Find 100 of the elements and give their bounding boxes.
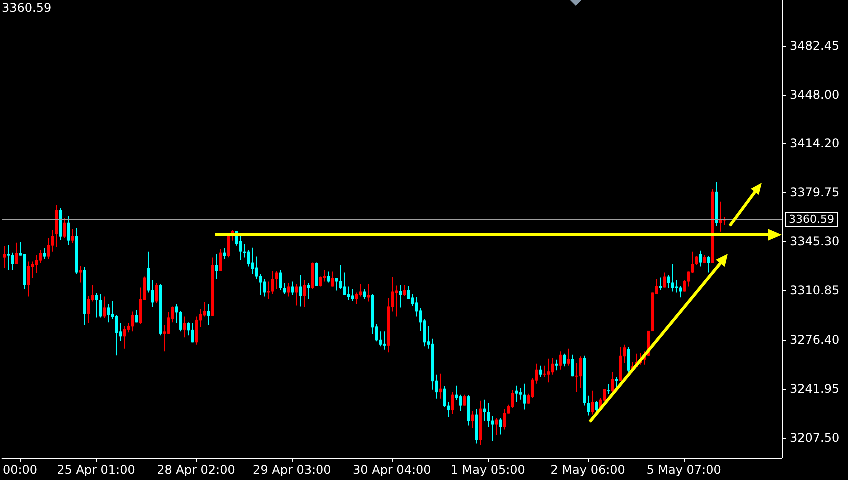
candlestick [611,372,614,394]
candlestick [675,280,678,294]
candlestick [563,353,566,368]
candlestick [591,390,594,416]
candlestick [103,296,106,319]
candlestick [291,281,294,296]
candlestick [263,278,266,298]
candlestick [7,244,10,271]
x-tick-label: 5 May 07:00 [646,463,722,477]
candlestick [567,348,570,366]
y-tick-label: 3345.30 [790,234,840,249]
candlestick [283,282,286,295]
y-tick-label: 3310.85 [790,284,840,298]
candlestick [87,296,90,324]
candlestick [195,316,198,346]
candlestick [571,354,574,378]
candlestick [287,282,290,298]
candlestick [615,376,618,390]
y-tick-label: 3241.95 [790,382,840,396]
candlestick [383,331,386,350]
y-tick-label: 3379.75 [790,185,840,200]
candlestick [135,309,138,324]
candlestick [35,254,38,274]
candlestick [355,292,358,305]
candlestick [587,395,590,416]
candlestick [215,254,218,280]
candlestick [359,284,362,298]
candlestick [395,285,398,318]
candlestick [547,358,550,384]
candlestick [295,284,298,306]
candlestick [191,322,194,344]
candlestick [219,248,222,272]
candlestick [131,311,134,332]
candlestick [123,325,126,350]
candlestick [167,312,170,334]
candlestick [539,365,542,378]
candlestick [275,270,278,290]
candlestick [335,278,338,292]
candlestick [39,250,42,264]
y-tick-label: 3482.45 [790,38,840,53]
candlestick [559,351,562,370]
candlestick [403,284,406,297]
candlestick [671,264,674,292]
ref-line-label: 3360.59 [789,213,834,226]
candlestick [3,246,6,269]
candlestick [679,286,682,298]
candlestick [439,373,442,400]
candlestick [115,314,118,356]
candlestick [279,270,282,291]
candlestick [367,284,370,302]
candlestick [307,282,310,300]
candlestick [471,411,474,429]
candlestick [203,302,206,318]
candlestick [303,280,306,308]
candlestick [155,282,158,304]
candlestick [519,388,522,400]
candlestick [451,392,454,415]
candlestick [483,399,486,422]
x-tick-label: 28 Apr 02:00 [157,463,236,477]
candlestick [71,228,74,244]
candlestick [299,274,302,308]
candlestick [499,418,502,436]
candlestick [551,358,554,376]
candlestick [343,272,346,296]
x-tick-label: 1 May 05:00 [450,463,526,477]
candlestick [491,416,494,442]
y-tick-label: 3207.50 [790,431,840,446]
candlestick [223,248,226,260]
candlestick [47,238,50,260]
candlestick [43,248,46,260]
candlestick [607,384,610,395]
candlestick [247,250,250,268]
candlestick [179,310,182,332]
candlestick [27,261,30,298]
candlestick [95,292,98,318]
candlestick [271,270,274,295]
candlestick [99,294,102,318]
candlestick [707,256,710,274]
candlestick [699,250,702,268]
candlestick [667,274,670,289]
candlestick [487,402,490,428]
annotation: 3360.59 [2,1,52,15]
candlestick [407,286,410,300]
candlestick [183,316,186,338]
x-tick-label: 2 May 06:00 [550,463,626,477]
candlestick [351,288,354,302]
candlestick [503,408,506,430]
candlestick [55,204,58,248]
candlestick [107,304,110,324]
candlestick [79,266,82,284]
x-tick-label: 25 Apr 01:00 [57,463,136,477]
x-tick-label: 30 Apr 04:00 [353,463,432,477]
candlestick [67,216,70,246]
candlestick [555,359,558,372]
y-tick-label: 3448.00 [790,88,840,102]
candlestick [399,284,402,308]
candlestick [627,346,630,374]
y-tick-label: 3276.40 [790,332,840,347]
x-tick-label: 29 Apr 03:00 [253,463,332,477]
candlestick [515,385,518,403]
